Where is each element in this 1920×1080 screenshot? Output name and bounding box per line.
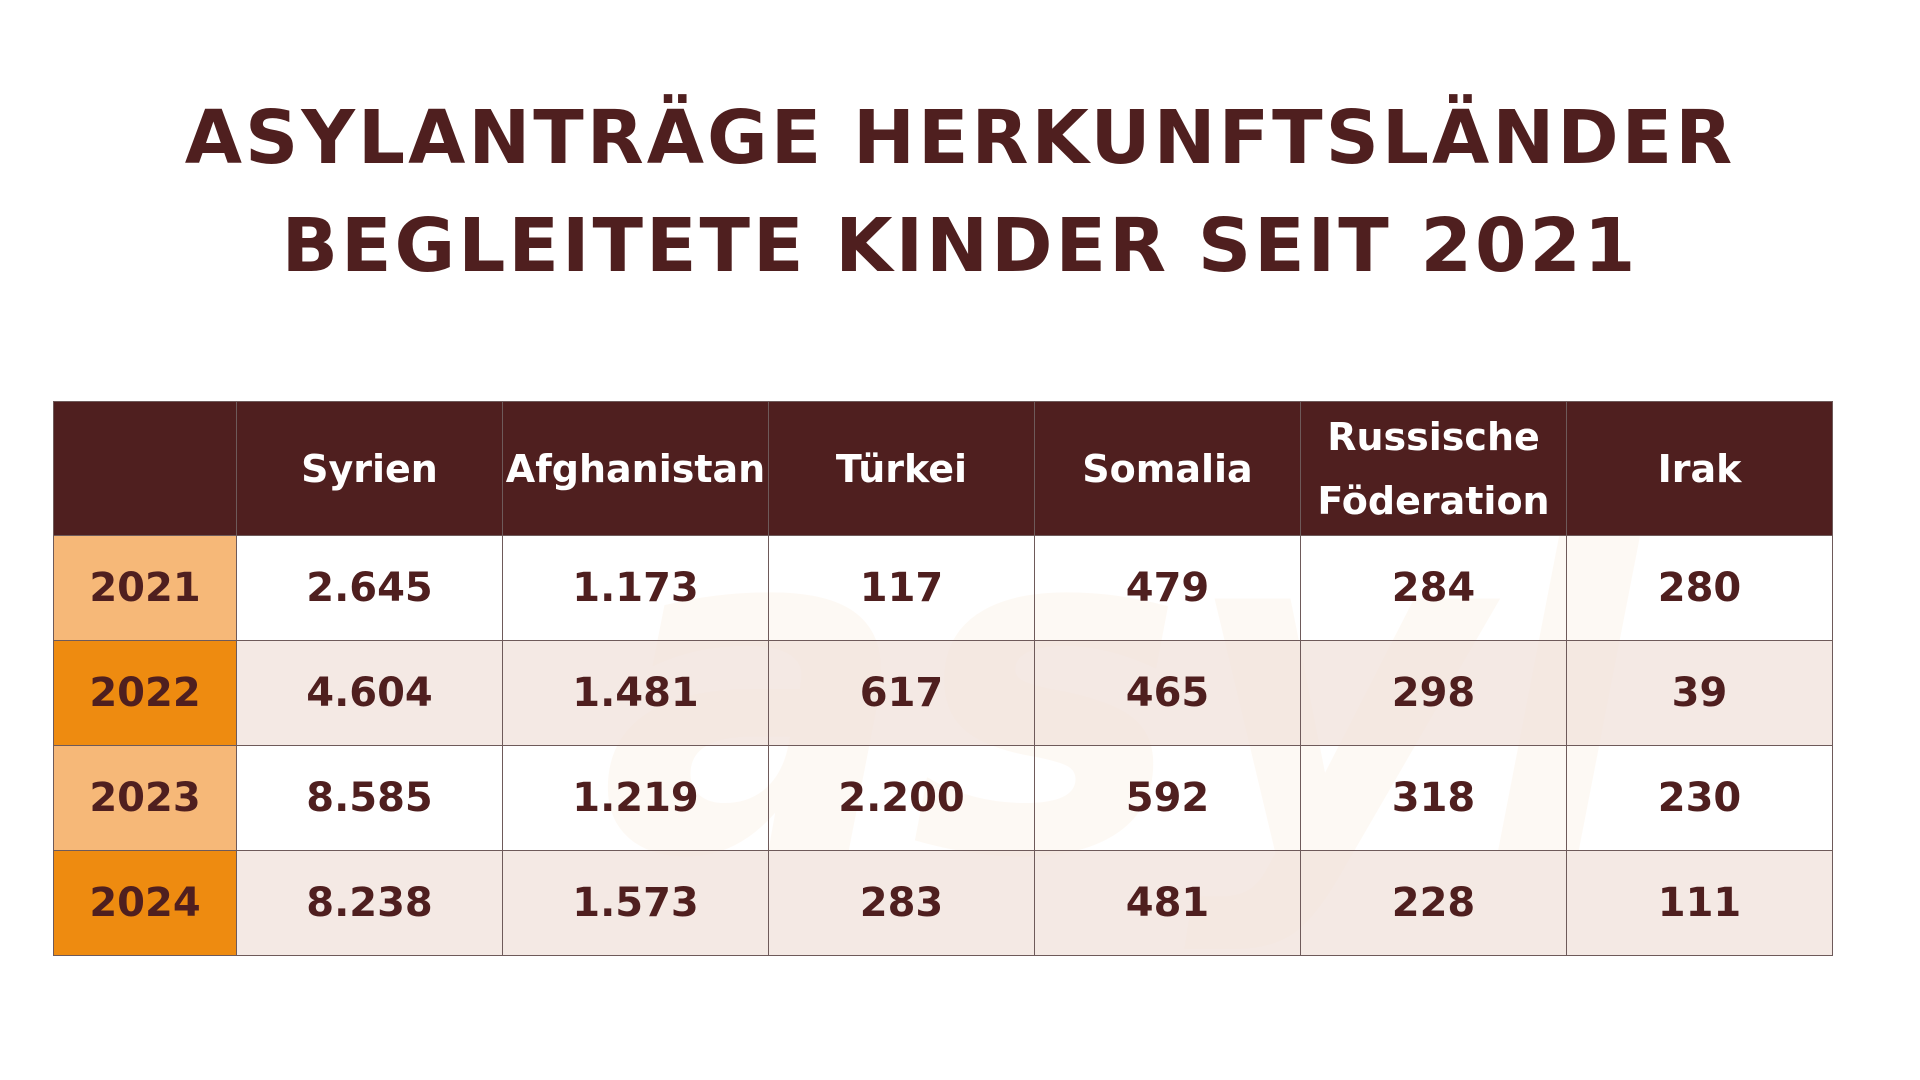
table-cell: 8.585 xyxy=(236,745,503,851)
year-cell: 2024 xyxy=(53,850,237,956)
table-cell: 479 xyxy=(1034,535,1301,641)
table-cell: 1.173 xyxy=(502,535,769,641)
table-row: 2022 4.604 1.481 617 465 298 39 xyxy=(53,640,1833,746)
data-table: Syrien Afghanistan Türkei Somalia Russis… xyxy=(53,401,1833,956)
column-header: Russische Föderation xyxy=(1300,401,1567,536)
column-header: Syrien xyxy=(236,401,503,536)
year-cell: 2021 xyxy=(53,535,237,641)
table-cell: 617 xyxy=(768,640,1035,746)
table-cell: 1.219 xyxy=(502,745,769,851)
page-title: Asylanträge Herkunftsländer begleitete K… xyxy=(0,84,1920,300)
table-row: 2023 8.585 1.219 2.200 592 318 230 xyxy=(53,745,1833,851)
table-cell: 298 xyxy=(1300,640,1567,746)
table-cell: 230 xyxy=(1566,745,1833,851)
year-cell: 2022 xyxy=(53,640,237,746)
column-header: Somalia xyxy=(1034,401,1301,536)
title-line-2: begleitete Kinder seit 2021 xyxy=(281,203,1639,289)
table-cell: 111 xyxy=(1566,850,1833,956)
table-cell: 2.645 xyxy=(236,535,503,641)
table-cell: 284 xyxy=(1300,535,1567,641)
table-cell: 318 xyxy=(1300,745,1567,851)
table-cell: 39 xyxy=(1566,640,1833,746)
table-cell: 8.238 xyxy=(236,850,503,956)
table-cell: 117 xyxy=(768,535,1035,641)
table-cell: 228 xyxy=(1300,850,1567,956)
year-cell: 2023 xyxy=(53,745,237,851)
corner-cell xyxy=(53,401,237,536)
table-header-row: Syrien Afghanistan Türkei Somalia Russis… xyxy=(53,401,1833,536)
table-cell: 465 xyxy=(1034,640,1301,746)
table-cell: 481 xyxy=(1034,850,1301,956)
column-header: Türkei xyxy=(768,401,1035,536)
column-header: Afghanistan xyxy=(502,401,769,536)
table-cell: 1.573 xyxy=(502,850,769,956)
table-cell: 2.200 xyxy=(768,745,1035,851)
table-cell: 280 xyxy=(1566,535,1833,641)
title-line-1: Asylanträge Herkunftsländer xyxy=(184,95,1736,181)
table-row: 2024 8.238 1.573 283 481 228 111 xyxy=(53,850,1833,956)
table-cell: 283 xyxy=(768,850,1035,956)
column-header: Irak xyxy=(1566,401,1833,536)
table-cell: 4.604 xyxy=(236,640,503,746)
table-row: 2021 2.645 1.173 117 479 284 280 xyxy=(53,535,1833,641)
table-cell: 1.481 xyxy=(502,640,769,746)
table-cell: 592 xyxy=(1034,745,1301,851)
